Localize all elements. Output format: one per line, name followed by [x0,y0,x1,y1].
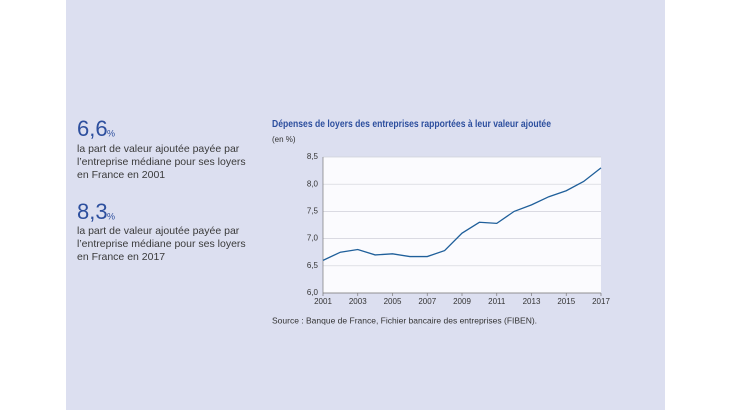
line-series [322,167,602,261]
x-tick-label: 2005 [384,297,402,306]
highlight-unit: % [107,128,115,138]
highlight-2: 8,3 % la part de valeur ajoutée payée pa… [77,199,246,263]
source: Source : Banque de France, Fichier banca… [272,315,537,325]
x-tick-label: 2001 [314,297,332,306]
y-tick-label: 8,5 [307,152,319,161]
y-tick-label: 8,0 [307,179,319,188]
y-tick-label: 6,5 [307,261,319,270]
x-tick-label: 2007 [418,297,436,306]
highlight-text: l’entreprise médiane pour ses loyers [77,156,246,168]
highlight-1: 6,6 % la part de valeur ajoutée payée pa… [77,116,246,181]
y-tick-label: 6,0 [307,288,319,297]
plot-area [323,157,601,293]
highlight-text: la part de valeur ajoutée payée par [77,143,240,155]
x-tick-label: 2003 [349,297,367,306]
x-tick-label: 2013 [523,297,541,306]
x-tick-label: 2011 [488,297,506,306]
highlight-text: en France en 2017 [77,251,165,263]
highlight-text: en France en 2001 [77,169,165,181]
y-tick-label: 7,0 [307,234,319,243]
x-tick-label: 2015 [557,297,575,306]
highlight-value: 8,3 [77,199,108,224]
y-tick-label: 7,5 [307,207,319,216]
y-axis-label: (en %) [272,135,296,144]
highlight-value: 6,6 [77,116,108,141]
x-tick-label: 2017 [592,297,610,306]
x-tick-label: 2009 [453,297,471,306]
chart-title: Dépenses de loyers des entreprises rappo… [272,118,551,130]
highlight-text: la part de valeur ajoutée payée par [77,225,240,237]
highlight-unit: % [107,211,115,221]
highlight-text: l’entreprise médiane pour ses loyers [77,238,246,250]
plot: 6,0 6,5 7,0 7,5 8,0 8,5 2001 2003 2005 2007 2009 20… [307,152,611,306]
